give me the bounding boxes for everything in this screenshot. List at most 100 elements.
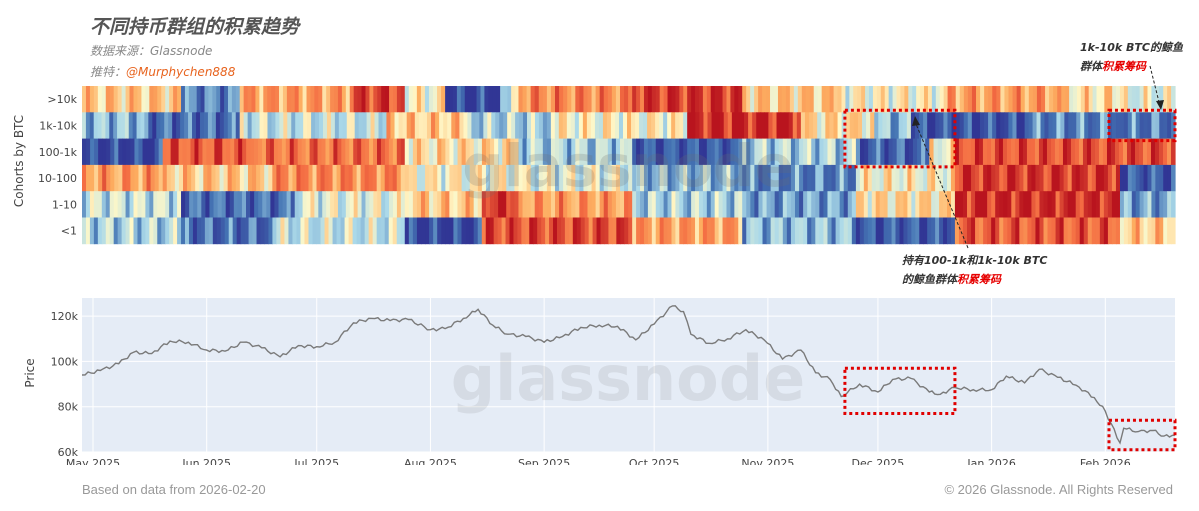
heatmap-cell [726,164,732,192]
heatmap-cell [813,112,818,139]
heatmap-cell [357,86,363,113]
heatmap-cell [627,112,632,139]
price-y-tick: 80k [58,401,79,414]
heatmap-cell [900,138,906,166]
heatmap-cell [640,86,645,113]
heatmap-cell [292,164,298,192]
heatmap-cell [636,191,641,218]
heatmap-cell [790,191,796,218]
heatmap-cell [606,112,612,139]
heatmap-cell [559,191,564,218]
heatmap-cell [256,217,262,245]
heatmap-cell [819,217,825,245]
heatmap-cell [113,112,118,139]
heatmap-cell [1151,164,1156,192]
heatmap-cell [455,112,460,139]
heatmap-cell [341,86,347,113]
heatmap-cell [369,86,374,113]
heatmap-cell [125,86,131,113]
heatmap-cell [469,191,475,218]
heatmap-cell [475,112,480,139]
heatmap-cell [374,112,380,139]
heatmap-cell [137,217,143,245]
heatmap-cell [181,86,186,113]
heatmap-cell [381,191,386,218]
heatmap-cell [750,138,755,166]
heatmap-cell [847,138,853,166]
heatmap-cell [330,112,336,139]
heatmap-cell [246,138,251,166]
heatmap-cell [687,191,692,218]
heatmap-cell [165,86,170,113]
heatmap-cell [128,112,134,139]
heatmap-cell [1056,112,1061,139]
heatmap-cell [416,217,422,245]
heatmap-cell [496,86,501,113]
heatmap-cell [939,191,944,218]
heatmap-cell [917,138,922,166]
heatmap-cell [742,191,747,218]
heatmap-cell [356,217,362,245]
heatmap-cell [958,164,964,192]
heatmap-cell [201,191,206,218]
heatmap-cell [698,138,704,166]
heatmap-cell [963,86,969,113]
heatmap-cell [919,191,924,218]
heatmap-cell [97,112,103,139]
heatmap-cell [912,86,917,113]
twitter-handle[interactable]: @Murphychen888 [126,65,236,79]
heatmap-cell [718,191,724,218]
heatmap-cell [817,112,822,139]
heatmap-cell [145,217,150,245]
heatmap-cell [529,217,534,245]
heatmap-cell [142,164,148,192]
heatmap-cell [489,217,495,245]
heatmap-cell [164,112,169,139]
heatmap-cell [153,86,158,113]
heatmap-cell [324,217,330,245]
heatmap-cell [1000,112,1005,139]
heatmap-cell [863,191,869,218]
heatmap-cell [416,86,422,113]
heatmap-cell [494,191,499,218]
heatmap-cell [314,86,319,113]
heatmap-cell [706,217,712,245]
heatmap-cell [781,86,787,113]
heatmap-cell [445,164,451,192]
heatmap-cell [94,138,99,166]
heatmap-cell [129,217,135,245]
heatmap-cell [522,86,528,113]
heatmap-cell [341,138,346,166]
heatmap-cell [365,86,370,113]
heatmap-cell [726,138,732,166]
heatmap-cell [493,217,499,245]
heatmap-cell [212,86,217,113]
heatmap-cell [237,191,243,218]
heatmap-cell [188,112,193,139]
heatmap-cell [1147,217,1153,245]
heatmap-cell [815,191,820,218]
heatmap-cell [880,86,886,113]
heatmap-cell [1091,164,1097,192]
heatmap-cell [823,217,829,245]
heatmap-cell [946,138,952,166]
heatmap-cell [754,217,760,245]
heatmap-cell [308,217,314,245]
heatmap-cell [714,164,720,192]
heatmap-cell [892,138,898,166]
heatmap-cell [1039,191,1045,218]
heatmap-cell [477,138,483,166]
heatmap-cell [738,138,743,166]
heatmap-cell [1018,138,1024,166]
heatmap-cell [754,191,760,218]
heatmap-cell [1098,138,1104,166]
heatmap-cell [595,138,601,166]
heatmap-cell [863,217,869,245]
heatmap-cell [118,164,123,192]
heatmap-cell [706,86,712,113]
heatmap-cell [298,86,304,113]
heatmap-cell [859,191,865,218]
heatmap-cell [412,217,418,245]
heatmap-cell [410,112,416,139]
heatmap-cell [1104,86,1109,113]
